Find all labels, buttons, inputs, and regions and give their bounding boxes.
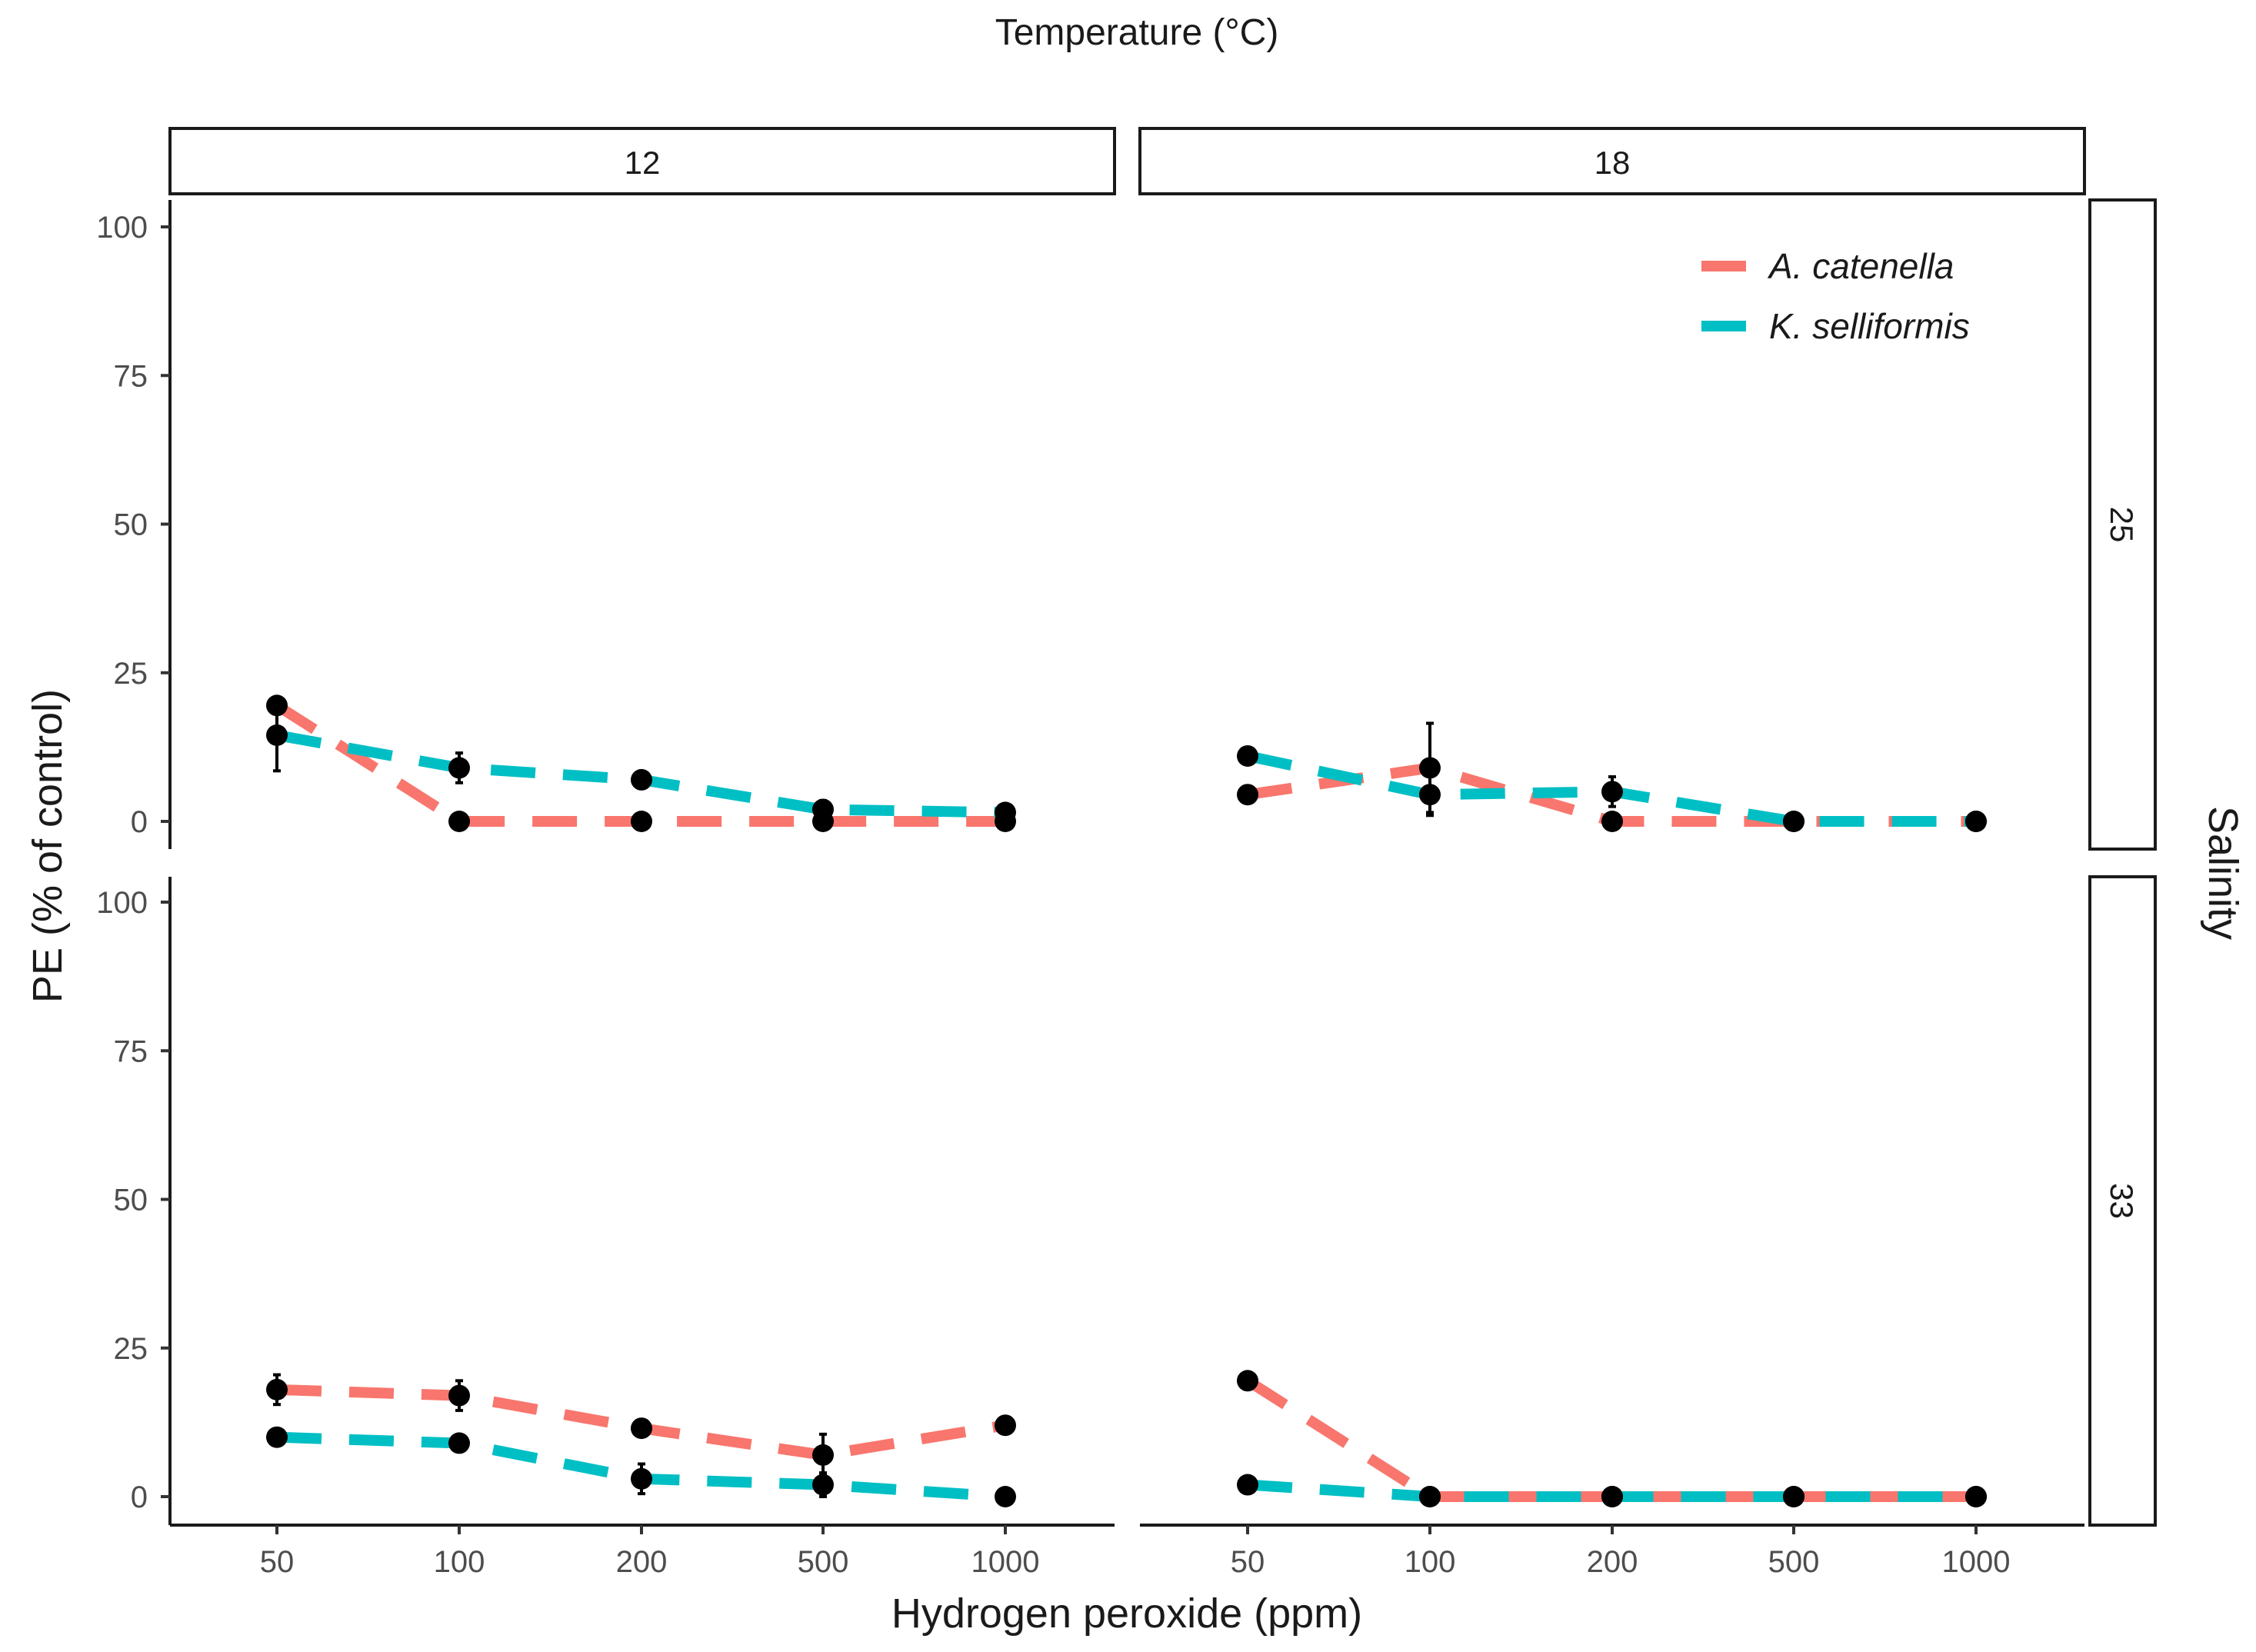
data-point <box>1601 811 1623 832</box>
data-point <box>812 1444 834 1466</box>
data-point <box>1419 757 1441 779</box>
row-strip-label: 33 <box>2104 1183 2140 1219</box>
data-point <box>1965 811 1987 832</box>
salinity-facet-title: Salinity <box>2200 806 2246 940</box>
data-point <box>266 694 288 717</box>
x-tick-label: 1000 <box>971 1545 1040 1579</box>
data-point <box>266 1378 288 1401</box>
legend-label: K. selliformis <box>1769 306 1970 346</box>
x-tick-label: 50 <box>1231 1545 1265 1579</box>
data-point <box>631 1417 652 1440</box>
data-point <box>448 1384 470 1407</box>
data-point <box>1965 1486 1987 1507</box>
data-point <box>1783 811 1804 832</box>
x-tick-label: 1000 <box>1942 1545 2011 1579</box>
data-point <box>266 724 288 746</box>
data-point <box>1237 1474 1258 1496</box>
column-strip <box>168 127 1116 195</box>
data-point <box>1237 784 1258 806</box>
data-point <box>812 798 834 821</box>
series-line <box>274 701 1005 827</box>
data-point <box>1419 1486 1441 1507</box>
x-tick-label: 50 <box>260 1545 295 1579</box>
x-tick-label: 100 <box>1405 1545 1456 1579</box>
data-point <box>631 811 652 832</box>
data-point <box>1783 1486 1804 1507</box>
row-strip-label: 25 <box>2104 507 2140 543</box>
y-axis-title: PE (% of control) <box>25 689 71 1003</box>
y-tick-label: 50 <box>114 508 148 542</box>
temperature-facet-title: Temperature (°C) <box>995 12 1279 53</box>
x-tick-label: 200 <box>616 1545 668 1579</box>
data-point <box>266 1426 288 1448</box>
panel-18-33 <box>1237 1370 1987 1507</box>
x-tick-label: 500 <box>798 1545 849 1579</box>
row-strip <box>2088 875 2157 1527</box>
y-tick-label: 75 <box>114 1034 148 1068</box>
data-point <box>448 811 470 832</box>
series-line <box>1245 1376 1976 1502</box>
data-point <box>448 757 470 779</box>
x-tick-label: 500 <box>1768 1545 1820 1579</box>
y-tick-label: 25 <box>114 1332 148 1366</box>
y-tick-label: 0 <box>131 805 148 839</box>
x-tick-label: 100 <box>434 1545 485 1579</box>
y-tick-label: 75 <box>114 359 148 393</box>
panel-12-33 <box>266 1373 1016 1507</box>
row-strip <box>2088 198 2157 851</box>
column-strip-label: 18 <box>1595 145 1631 181</box>
y-tick-label: 50 <box>114 1184 148 1217</box>
data-point <box>1601 1486 1623 1507</box>
panel-18-25 <box>1237 721 1987 832</box>
data-point <box>995 1414 1016 1437</box>
column-strip-label: 12 <box>625 145 661 181</box>
data-point <box>995 1486 1016 1507</box>
data-point <box>1601 781 1623 803</box>
y-tick-label: 100 <box>96 211 148 245</box>
data-point <box>1419 784 1441 806</box>
data-point <box>448 1432 470 1454</box>
y-tick-label: 100 <box>96 886 148 920</box>
y-tick-label: 0 <box>131 1480 148 1514</box>
data-point <box>1237 744 1258 767</box>
data-point <box>812 1474 834 1496</box>
x-tick-label: 200 <box>1587 1545 1638 1579</box>
data-point <box>631 768 652 791</box>
legend-label: A. catenella <box>1767 246 1954 286</box>
y-tick-label: 25 <box>114 657 148 691</box>
data-point <box>1237 1370 1258 1392</box>
data-point <box>995 801 1016 824</box>
data-point <box>631 1467 652 1490</box>
column-strip <box>1138 127 2086 195</box>
x-axis-title: Hydrogen peroxide (ppm) <box>891 1590 1362 1637</box>
panel-12-25 <box>266 694 1016 832</box>
